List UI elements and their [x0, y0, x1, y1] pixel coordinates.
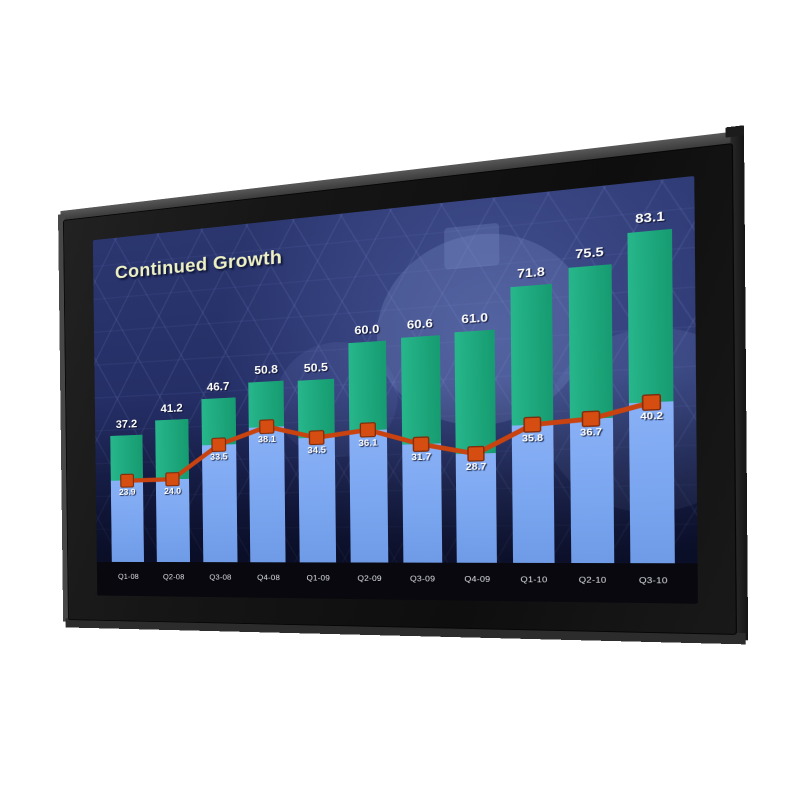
component-bar: [249, 426, 286, 562]
x-axis-label: Q1-10: [505, 574, 563, 584]
total-value-label: 71.8: [505, 263, 558, 282]
chart-title: Continued Growth: [115, 247, 282, 284]
x-axis-label: Q2-08: [151, 572, 197, 581]
x-axis-strip: Q1-08 Q2-08 Q3-08 Q4-08 Q1-09 Q2-09 Q3-09 Q4-09…: [97, 562, 698, 604]
component-bar: [629, 401, 675, 563]
total-value-label: 83.1: [622, 207, 678, 227]
component-value-label: 33.5: [197, 452, 240, 463]
total-value-label: 75.5: [562, 243, 616, 263]
component-value-label: 28.7: [451, 462, 502, 474]
total-value-label: 50.8: [244, 361, 289, 377]
x-axis-label: Q1-08: [106, 572, 151, 581]
component-bar: [512, 424, 555, 563]
monitor-corner-notch: [725, 125, 744, 137]
component-value-label: 34.5: [294, 445, 340, 456]
total-value-label: 46.7: [197, 379, 240, 395]
x-axis-label: Q2-10: [563, 575, 623, 585]
x-axis-label: Q4-08: [244, 573, 293, 582]
total-value-label: 50.5: [293, 359, 339, 375]
total-value-label: 37.2: [106, 417, 147, 432]
x-axis-label: Q4-09: [449, 574, 505, 584]
total-value-label: 60.6: [395, 315, 444, 333]
component-value-label: 38.1: [245, 434, 290, 445]
component-value-label: 31.7: [397, 452, 446, 464]
x-axis-label: Q1-09: [293, 573, 344, 582]
component-value-label: 36.1: [344, 437, 392, 449]
x-axis-label: Q2-09: [344, 573, 397, 583]
chart: Continued Growth 37.2 23.9 41.2 24.0 46.7 33.…: [93, 176, 698, 604]
x-axis-label: Q3-09: [396, 574, 450, 584]
x-axis-label: Q3-10: [622, 575, 684, 585]
total-value-label: 61.0: [449, 309, 500, 327]
component-value-label: 40.2: [624, 410, 680, 423]
bars-layer: [93, 176, 694, 240]
component-value-label: 36.7: [564, 427, 618, 440]
total-value-label: 60.0: [343, 321, 391, 338]
value-labels-layer: 37.2 23.9 41.2 24.0 46.7 33.5 50.8 38.1 50.5 34.5…: [93, 176, 694, 240]
component-bar: [349, 429, 388, 562]
monitor-screen: Continued Growth 37.2 23.9 41.2 24.0 46.7 33.…: [93, 176, 698, 604]
total-value-label: 41.2: [151, 401, 193, 416]
x-axis-label: Q3-08: [197, 573, 245, 582]
component-value-label: 35.8: [506, 432, 559, 444]
component-bar: [570, 418, 614, 563]
monitor-bezel: Continued Growth 37.2 23.9 41.2 24.0 46.7 33.…: [63, 143, 737, 635]
component-value-label: 24.0: [152, 487, 194, 497]
monitor: Continued Growth 37.2 23.9 41.2 24.0 46.7 33.…: [63, 143, 737, 635]
component-value-label: 23.9: [107, 488, 148, 498]
